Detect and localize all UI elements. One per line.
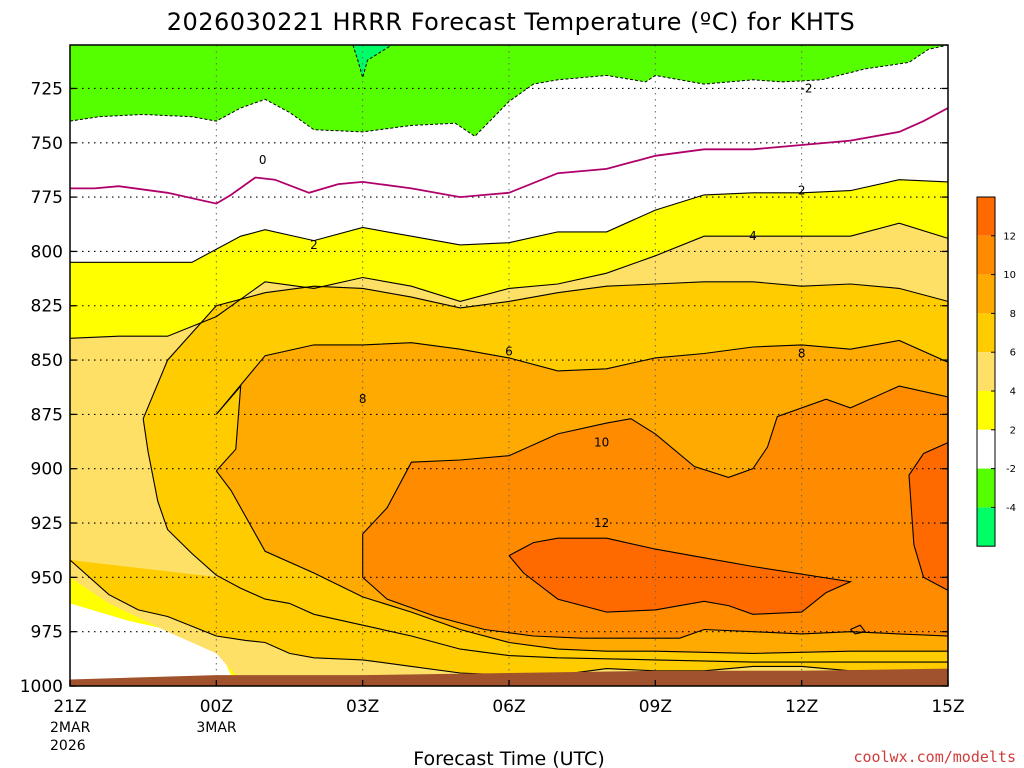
y-tick-label: 975 — [31, 623, 63, 643]
x-tick-label: 00Z — [200, 697, 233, 717]
contour-label: 6 — [505, 344, 513, 358]
colorbar-label: -2 — [1006, 464, 1016, 475]
contour-line — [850, 624, 867, 635]
contour-line — [352, 44, 393, 80]
colorbar-label: 10 — [1003, 270, 1016, 281]
colorbar-swatch — [977, 197, 995, 236]
colorbar-label: 4 — [1010, 387, 1016, 398]
contour-label: -2 — [801, 81, 813, 95]
y-tick-label: 950 — [31, 568, 63, 588]
contour-line — [362, 385, 949, 639]
colorbar-swatch — [977, 507, 995, 547]
chart-title: 2026030221 HRRR Forecast Temperature (ºC… — [167, 8, 856, 36]
y-tick-label: 725 — [31, 79, 63, 99]
colorbar-swatch — [977, 429, 995, 469]
colorbar-swatch — [977, 235, 995, 275]
contour-line — [508, 537, 853, 615]
contour-line — [70, 107, 949, 205]
x-tick-label: 12Z — [785, 697, 818, 717]
axes: 725 750 775 800 825 850 875 900 925 950 975 100021Z… — [20, 44, 965, 754]
contour-label: 2 — [798, 184, 806, 198]
x-axis-label: Forecast Time (UTC) — [413, 748, 604, 768]
colorbar-label: 8 — [1010, 309, 1016, 320]
band-fill — [509, 538, 851, 615]
credit-link[interactable]: coolwx.com/modelts — [853, 748, 1016, 766]
band-fill — [70, 45, 948, 137]
contour-label: 10 — [594, 436, 609, 450]
x-tick-label: 06Z — [492, 697, 525, 717]
y-tick-label: 750 — [31, 134, 63, 154]
colorbar-swatch — [977, 391, 995, 430]
contour-label: 8 — [798, 347, 806, 361]
contour-line — [908, 442, 949, 591]
x-tick-label: 21Z — [53, 697, 86, 717]
colorbar-swatch — [977, 352, 995, 391]
colorbar-swatch — [977, 313, 995, 353]
contour-line — [70, 179, 949, 263]
contour-label: 4 — [749, 229, 757, 243]
contour-label: 12 — [594, 516, 609, 530]
contour-line — [69, 44, 949, 137]
ground-band — [70, 668, 948, 686]
x-tick-label: 15Z — [931, 697, 964, 717]
y-tick-label: 775 — [31, 188, 63, 208]
colorbar-frame — [976, 196, 996, 547]
colorbar-label: -4 — [1006, 503, 1016, 514]
y-tick-label: 800 — [31, 242, 63, 262]
contour-lines — [69, 44, 949, 676]
contour-label: 8 — [359, 392, 367, 406]
colorbar-label: 2 — [1010, 425, 1016, 436]
colorbar: 12 10 8 6 4 2 -2 -4 — [976, 196, 1016, 547]
colorbar-swatch — [977, 468, 995, 508]
contour-label: 0 — [259, 153, 267, 167]
y-tick-label: 875 — [31, 405, 63, 425]
y-tick-label: 925 — [31, 514, 63, 534]
contour-line — [215, 339, 949, 654]
y-tick-label: 850 — [31, 351, 63, 371]
band-fill — [70, 603, 217, 676]
x-tick-label: 09Z — [639, 697, 672, 717]
x-date-label: 2MAR — [50, 720, 91, 736]
colorbar-label: 12 — [1003, 231, 1016, 242]
contour-label: 2 — [310, 238, 318, 252]
contour-line — [69, 281, 949, 676]
band-fill — [909, 442, 948, 591]
temperature-fill-layer — [70, 45, 949, 686]
x-date-label: 2026 — [50, 738, 86, 754]
y-tick-label: 1000 — [20, 677, 63, 697]
y-tick-label: 825 — [31, 297, 63, 317]
contour-line — [69, 222, 949, 339]
x-date-label: 3MAR — [196, 720, 237, 736]
colorbar-swatch — [977, 274, 995, 314]
colorbar-label: 6 — [1010, 348, 1016, 359]
contour-labels: -2 0 2 2 4 6 8 8 10 12 — [259, 81, 813, 530]
x-tick-label: 03Z — [346, 697, 379, 717]
ground-fill — [70, 668, 948, 686]
y-tick-label: 900 — [31, 460, 63, 480]
